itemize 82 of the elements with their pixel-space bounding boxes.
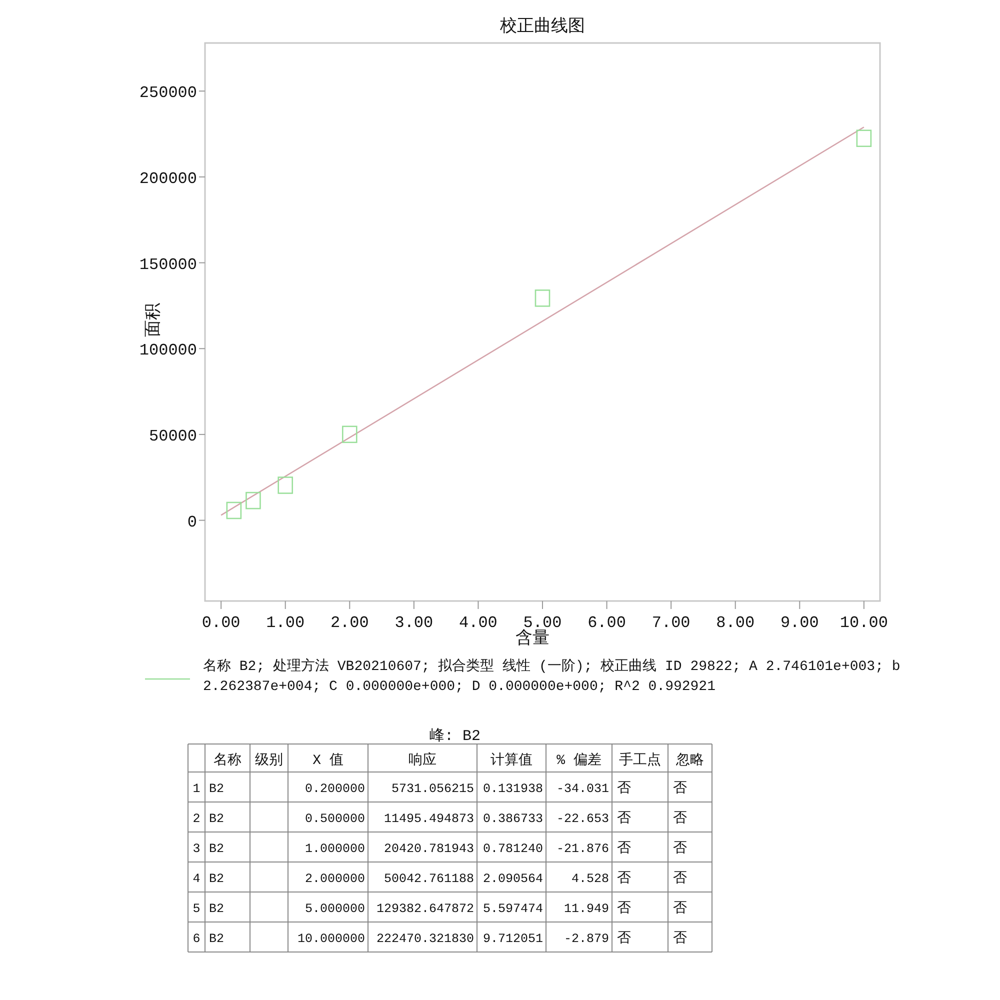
y-tick-label: 100000	[139, 342, 197, 360]
text: 0.131938	[482, 782, 543, 796]
point	[856, 130, 872, 147]
x-tick-label: 4.00	[459, 614, 498, 632]
text: 否	[617, 871, 631, 887]
y-tick-label: 0	[187, 513, 197, 532]
text: 否	[673, 901, 687, 917]
text: 5	[192, 902, 200, 916]
text: 20420.781943	[384, 842, 474, 856]
text: 11495.494873	[384, 812, 474, 826]
x-tick-label: 2.00	[330, 614, 369, 632]
x-tick-label: 3.00	[394, 614, 434, 632]
text: 响应	[408, 752, 436, 769]
text: 名称	[214, 752, 242, 769]
text: 5.000000	[304, 902, 365, 916]
text: 0.500000	[304, 812, 365, 826]
text: 否	[673, 871, 687, 887]
x-tick-label: 6.00	[588, 614, 626, 632]
text: % 偏差	[556, 752, 602, 769]
text: 50042.761188	[384, 872, 474, 886]
point	[278, 476, 294, 494]
x-tick-label: 0.00	[202, 614, 240, 632]
text: B2	[209, 842, 224, 856]
text: 5.597474	[482, 902, 543, 916]
text: 0.781240	[482, 842, 543, 856]
text: 129382.647872	[376, 902, 474, 916]
y-tick-label: 250000	[139, 84, 197, 102]
text: 10.000000	[297, 932, 365, 946]
text: 否	[673, 841, 687, 857]
text: 2.090564	[482, 872, 543, 886]
text: B2	[209, 872, 224, 886]
text: 1.000000	[304, 842, 365, 856]
text: 9.712051	[482, 932, 543, 946]
text: 忽略	[675, 752, 704, 769]
y-axis-title: 面积	[144, 303, 164, 337]
text: B2	[209, 812, 224, 826]
text: 5731.056215	[391, 782, 474, 796]
text: 否	[617, 901, 631, 917]
text: 3	[192, 842, 200, 856]
text: B2	[209, 932, 224, 946]
text: -21.876	[556, 842, 609, 856]
text: 否	[617, 781, 631, 797]
x-tick-label: 9.00	[780, 614, 819, 632]
text: 4.528	[571, 872, 609, 886]
point	[534, 290, 550, 307]
text: 否	[673, 781, 687, 797]
point	[342, 426, 358, 444]
text: 否	[673, 811, 687, 827]
chart-title: 校正曲线图	[499, 16, 585, 37]
x-tick-label: 7.00	[652, 614, 690, 632]
text: 0.200000	[304, 782, 365, 796]
y-tick-label: 150000	[139, 256, 197, 274]
text: B2	[209, 782, 224, 796]
text: 计算值	[490, 752, 532, 769]
x-tick-label: 8.00	[716, 614, 755, 632]
x-tick-label: 1.00	[266, 614, 305, 632]
text: 11.949	[564, 902, 609, 916]
text: 级别	[255, 752, 283, 769]
text: 0.386733	[482, 812, 543, 826]
text: X 值	[312, 752, 344, 769]
text: 2	[192, 812, 200, 826]
y-tick-label: 50000	[148, 427, 197, 446]
text: 1	[192, 782, 200, 796]
text: 否	[617, 841, 631, 857]
text: 6	[192, 932, 200, 946]
text: -2.879	[564, 932, 609, 946]
legend-label: 名称 B2; 处理方法 VB20210607; 拟合类型 线性 (一阶); 校正曲线 ID 29822; A 2.746101e+003; b 2.262387e+004; C 0.000000e+000; D 0.000000e+000; R^2 0.992921	[203, 658, 900, 695]
text: 否	[617, 811, 631, 827]
text: 否	[617, 931, 631, 947]
text: -34.031	[556, 782, 609, 796]
text: 峰: B2	[429, 727, 481, 745]
text: 否	[673, 931, 687, 947]
y-tick-label: 200000	[139, 170, 197, 188]
text: 222470.321830	[376, 932, 474, 946]
text: 手工点	[619, 752, 661, 769]
text: -22.653	[556, 812, 609, 826]
text: 4	[192, 872, 200, 886]
text: 2.000000	[304, 872, 365, 886]
text: B2	[209, 902, 224, 916]
point	[226, 502, 242, 520]
x-tick-label: 10.00	[840, 614, 888, 632]
point	[246, 492, 261, 510]
